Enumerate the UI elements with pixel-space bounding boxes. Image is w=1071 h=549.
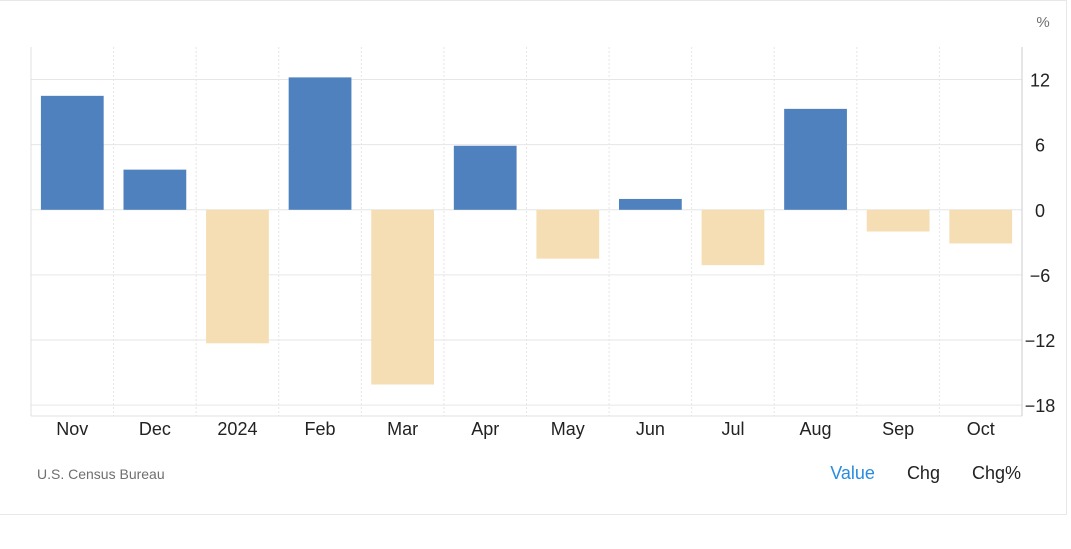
bars xyxy=(40,77,1013,385)
source-label: U.S. Census Bureau xyxy=(37,466,165,482)
tab-chg-percent[interactable]: Chg% xyxy=(971,463,1021,483)
chart-panel xyxy=(0,0,1067,515)
bar xyxy=(123,169,187,210)
tab-value[interactable]: Value xyxy=(830,463,875,483)
x-tick-label: May xyxy=(551,419,585,439)
y-tick-label: 12 xyxy=(1030,71,1050,91)
bar xyxy=(701,209,765,266)
y-tick-label: 0 xyxy=(1035,201,1045,221)
x-tick-label: Dec xyxy=(139,419,171,439)
x-tick-label: 2024 xyxy=(217,419,257,439)
x-tick-label: Oct xyxy=(967,419,995,439)
bar xyxy=(866,209,930,232)
tab-chg[interactable]: Chg xyxy=(906,463,940,483)
y-tick-label: −12 xyxy=(1025,331,1056,351)
bar xyxy=(288,77,352,210)
x-tick-label: Sep xyxy=(882,419,914,439)
x-axis-ticks: Nov Dec 2024 Feb Mar Apr May Jun Jul Aug Sep Oct xyxy=(56,419,994,439)
bar xyxy=(949,209,1013,244)
y-axis-ticks: 12 6 0 −6 −12 −18 xyxy=(1025,71,1056,417)
view-tabs: Value Chg Chg% xyxy=(830,463,1021,484)
bar xyxy=(618,198,682,210)
bar xyxy=(40,95,104,210)
y-tick-label: 6 xyxy=(1035,136,1045,156)
bar xyxy=(453,145,517,210)
x-tick-label: Feb xyxy=(305,419,336,439)
bar xyxy=(536,209,600,259)
y-tick-label: −18 xyxy=(1025,396,1056,416)
bar xyxy=(371,209,435,385)
bar-chart: % 12 6 0 −6 −12 −18 Nov Dec 2024 Feb Mar Apr May Jun… xyxy=(30,14,1056,439)
x-tick-label: Apr xyxy=(471,419,499,439)
y-tick-label: −6 xyxy=(1030,266,1051,286)
x-tick-label: Aug xyxy=(800,419,832,439)
y-axis-unit-label: % xyxy=(1036,14,1049,31)
x-tick-label: Jun xyxy=(636,419,665,439)
bar xyxy=(206,209,269,344)
x-tick-label: Jul xyxy=(721,419,744,439)
x-tick-label: Mar xyxy=(387,419,418,439)
bar xyxy=(784,108,847,210)
x-tick-label: Nov xyxy=(56,419,88,439)
gridlines xyxy=(31,47,1022,416)
